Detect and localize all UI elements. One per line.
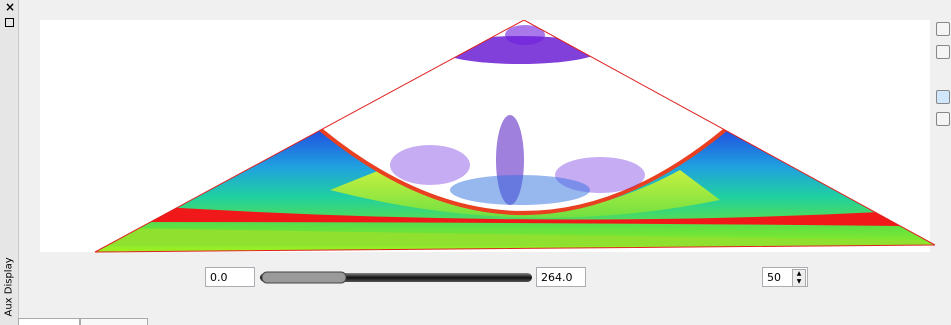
tool-button[interactable] <box>936 90 950 104</box>
float-button[interactable] <box>5 18 14 27</box>
min-input[interactable]: 0.0 <box>205 267 255 287</box>
spin-arrows[interactable]: ▲▼ <box>792 269 806 287</box>
panel-title: Aux Display <box>4 255 15 317</box>
spin-box[interactable]: 50 ▲▼ <box>762 267 808 287</box>
dock-strip: × Aux Display <box>0 0 19 325</box>
max-input[interactable]: 264.0 <box>536 267 586 287</box>
tool-button[interactable] <box>936 22 950 36</box>
sonar-image <box>40 20 935 255</box>
close-button[interactable]: × <box>5 0 15 14</box>
tab[interactable] <box>18 318 80 325</box>
spin-value: 50 <box>767 271 781 284</box>
tool-button[interactable] <box>936 45 950 59</box>
tool-button[interactable] <box>936 112 950 126</box>
range-slider[interactable] <box>258 268 534 286</box>
aux-display-window: × Aux Display <box>0 0 951 325</box>
tab[interactable] <box>80 318 148 325</box>
